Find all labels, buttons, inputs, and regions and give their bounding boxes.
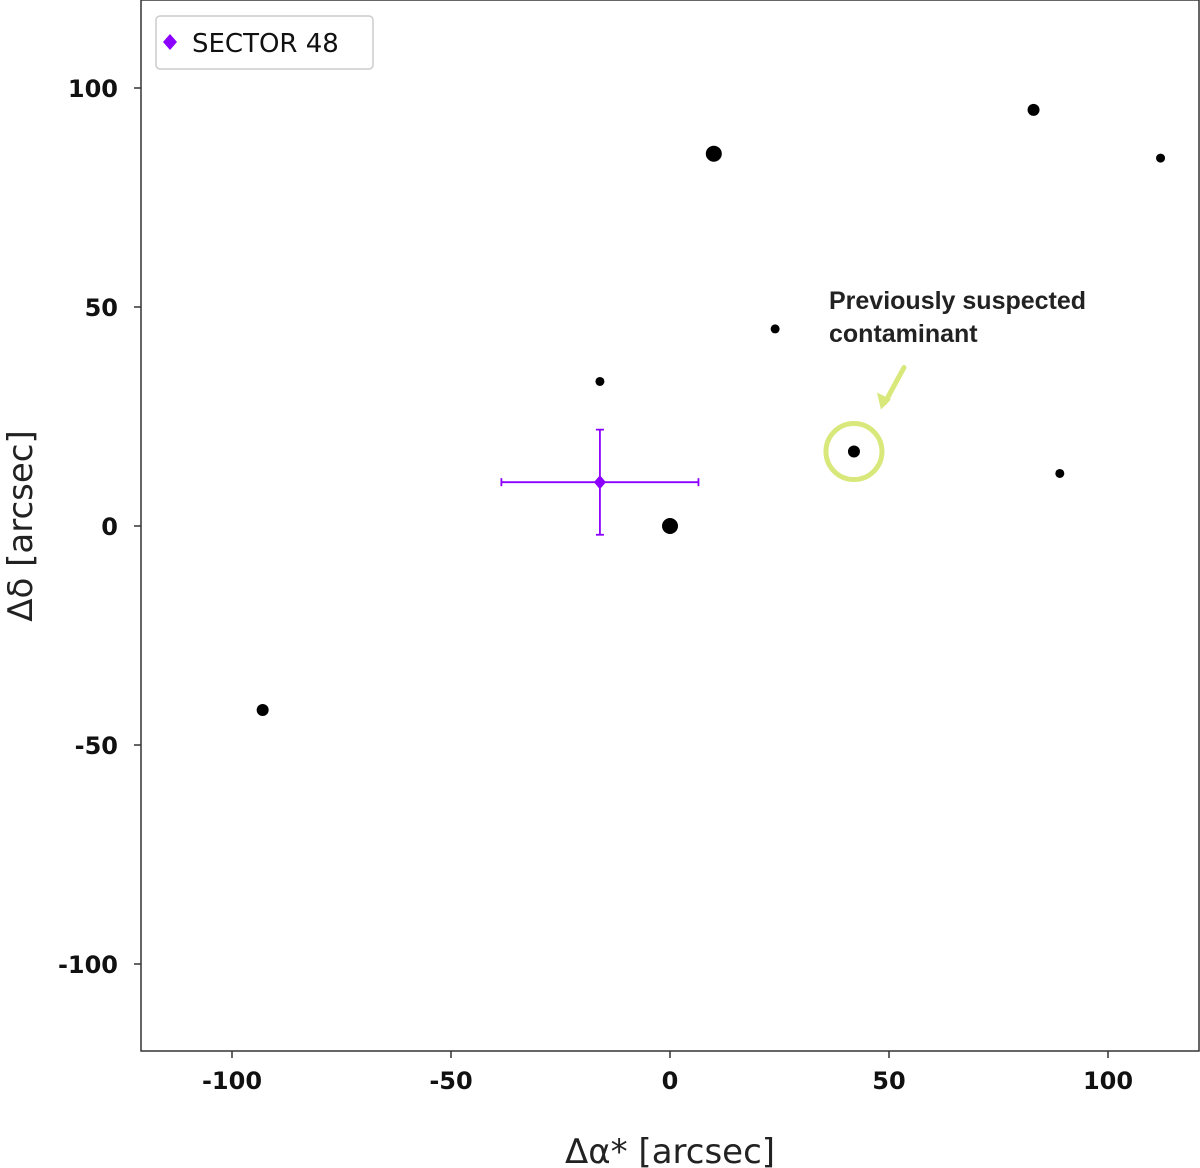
x-tick-label: 100 (1083, 1067, 1133, 1095)
sector-48-diamond-point (593, 475, 606, 490)
contaminant-annotation: Previously suspected contaminant (823, 287, 1086, 483)
star-point (847, 445, 860, 458)
annotation-arrow-head (876, 392, 891, 410)
star-point (256, 703, 269, 716)
legend-diamond-icon (163, 34, 177, 50)
star-point (705, 145, 722, 162)
legend-label: SECTOR 48 (192, 29, 339, 59)
axis-ticks: -100 -50 0 50 100 100 50 0 -50 -100 (58, 75, 1133, 1095)
y-axis-label: Δδ [arcsec] (1, 430, 41, 621)
y-tick-label: 0 (101, 513, 118, 541)
legend-box (155, 15, 374, 70)
y-tick-label: -50 (75, 732, 118, 760)
star-point (1027, 103, 1040, 116)
star-point (1055, 468, 1065, 478)
annotation-arrow-line (882, 365, 907, 406)
legend: SECTOR 48 (155, 15, 374, 70)
y-tick-label: -100 (58, 951, 118, 979)
x-tick-label: 50 (872, 1067, 905, 1095)
annotation-text-line: contaminant (829, 320, 978, 348)
sector-errorbar (500, 428, 700, 536)
y-tick-label: 50 (85, 294, 118, 322)
star-point (1156, 153, 1166, 163)
star-markers (256, 103, 1166, 716)
annotation-text-line: Previously suspected (829, 287, 1086, 315)
x-axis-label: Δα* [arcsec] (565, 1132, 775, 1168)
x-tick-label: -50 (429, 1067, 472, 1095)
y-tick-label: 100 (68, 75, 118, 103)
x-tick-label: -100 (202, 1067, 262, 1095)
star-point (662, 518, 678, 534)
star-point (770, 324, 780, 334)
x-tick-label: 0 (662, 1067, 679, 1095)
contaminant-highlight-ring (823, 421, 885, 483)
star-point (595, 376, 605, 386)
